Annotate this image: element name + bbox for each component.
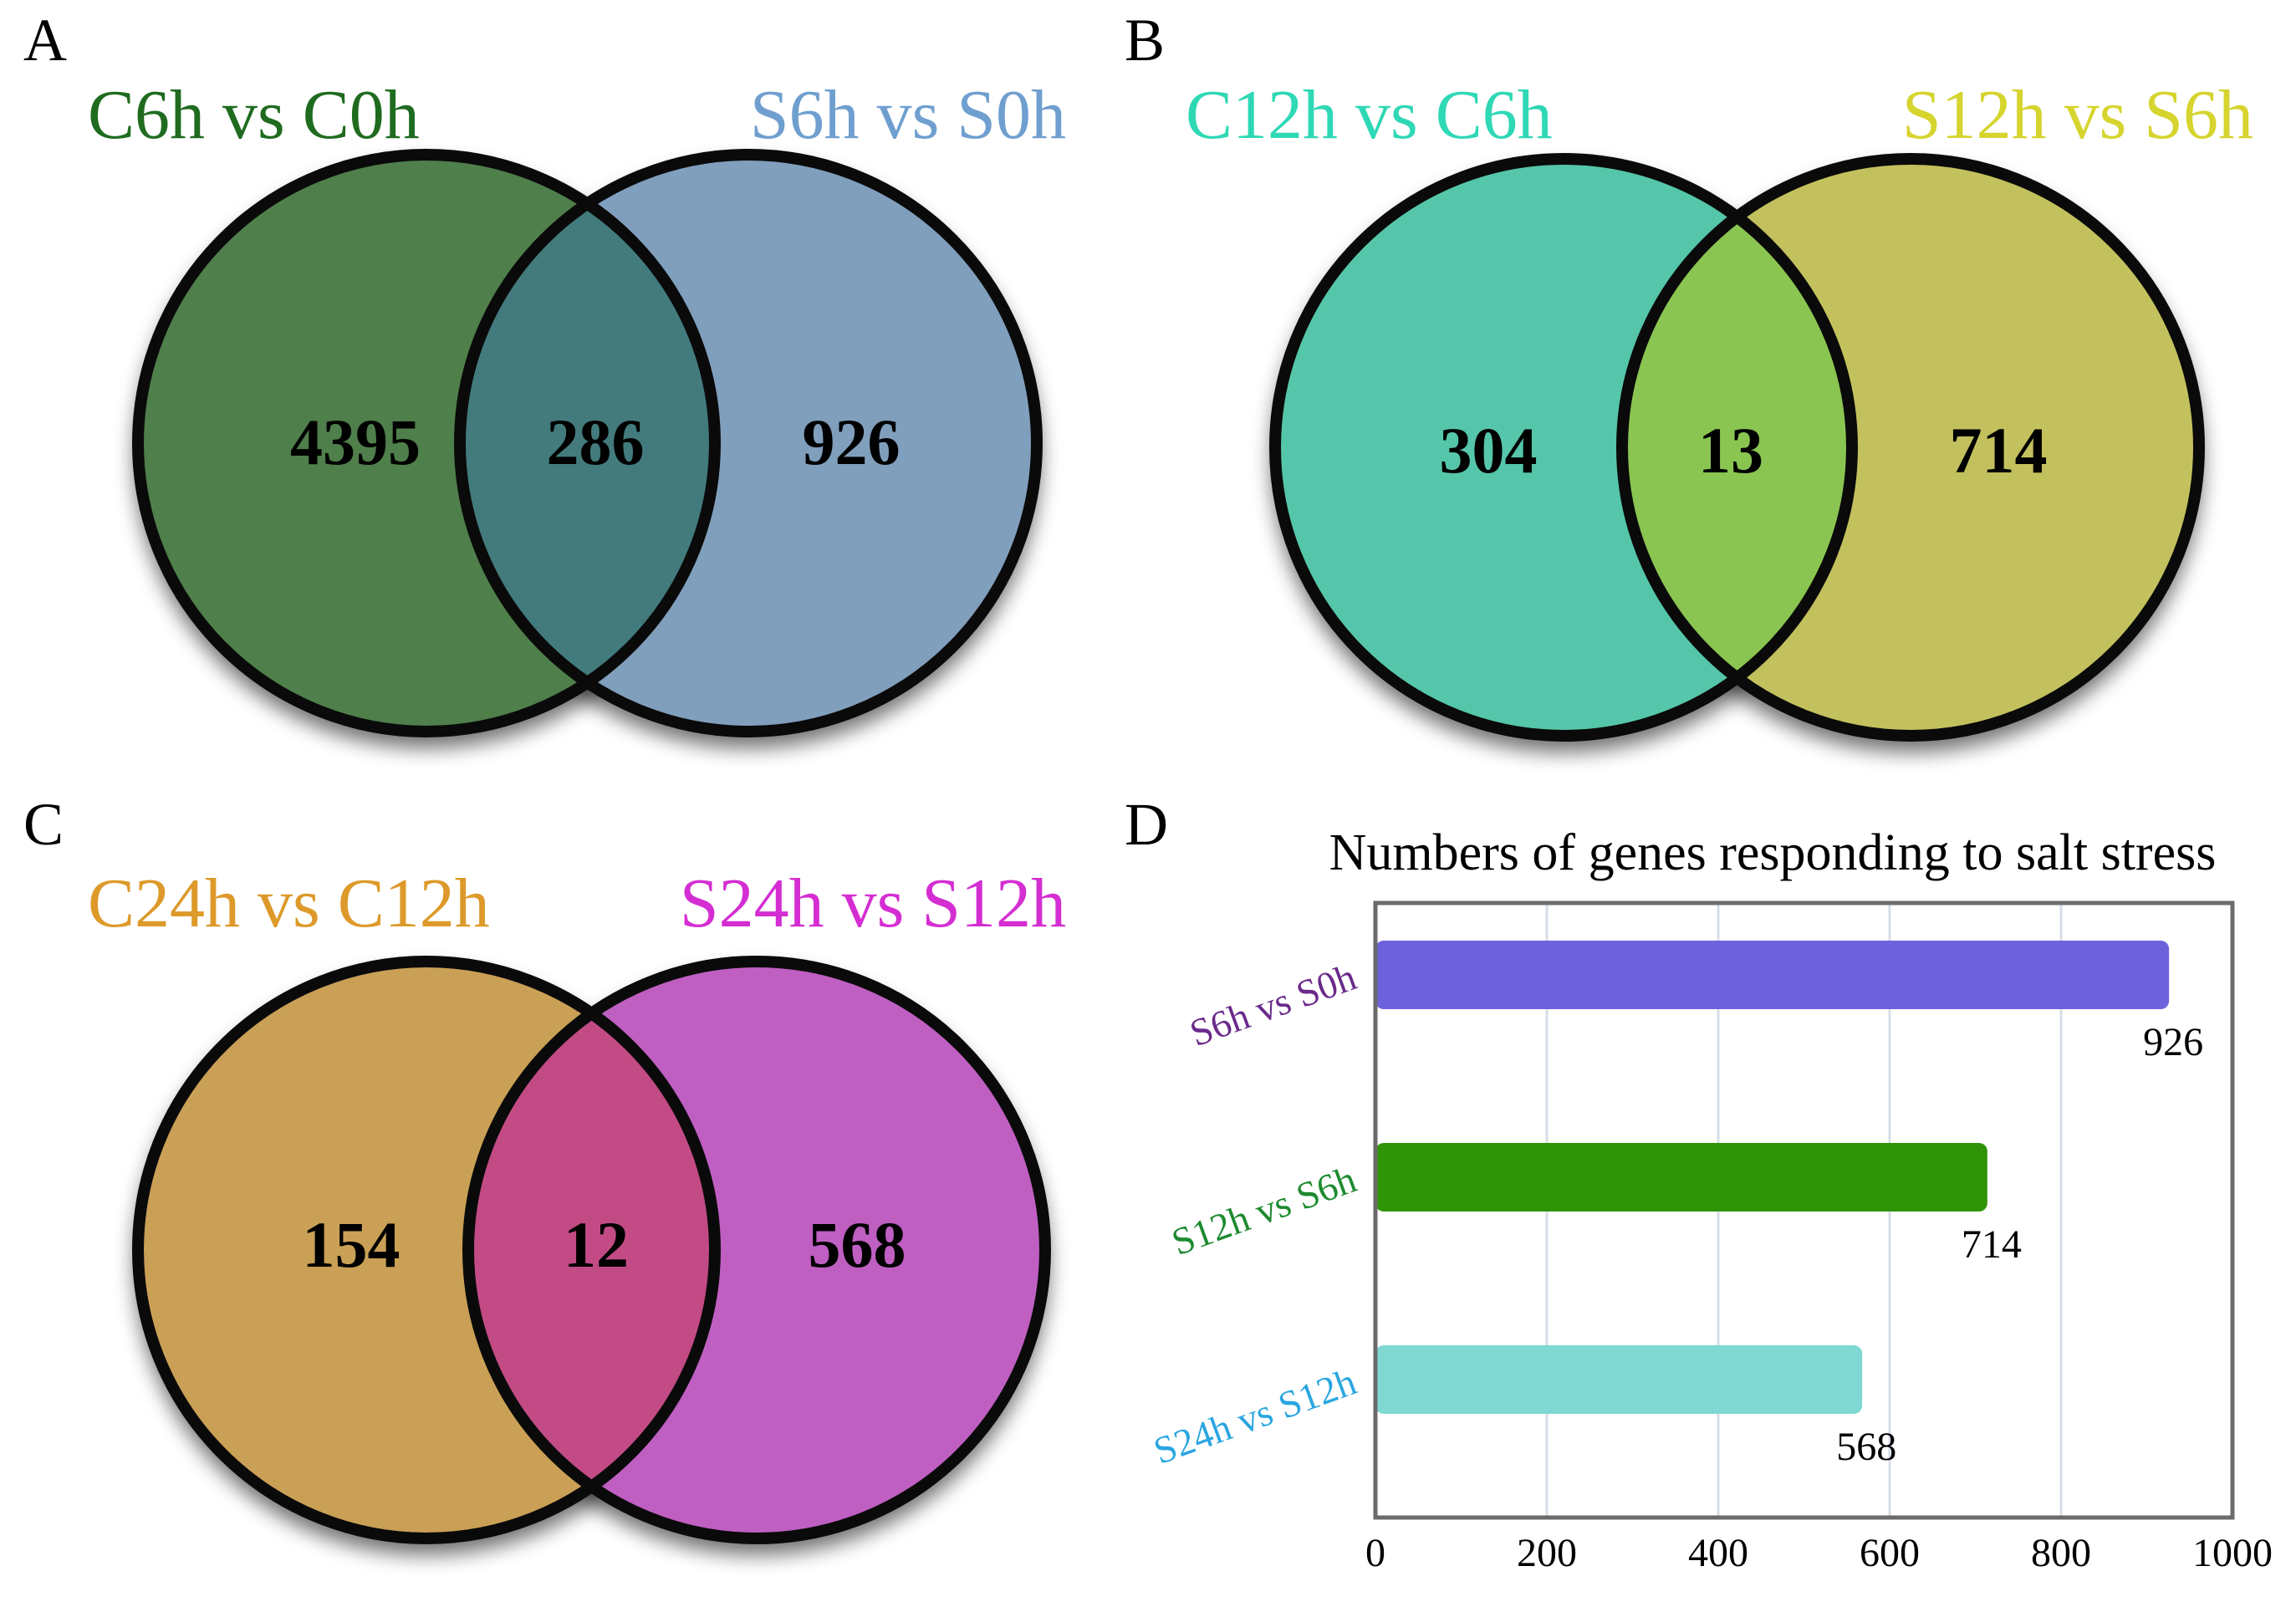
x-tick-label-400: 400	[1688, 1531, 1748, 1575]
y-category-label-1: S6h vs S0h	[1184, 955, 1361, 1054]
x-tick-label-200: 200	[1517, 1531, 1577, 1575]
x-tick-label-800: 800	[2031, 1531, 2091, 1575]
bar-1	[1375, 941, 2170, 1009]
panel-letter-c: C	[23, 791, 64, 858]
x-tick-label-0: 0	[1365, 1531, 1385, 1575]
bar-chart-x-axis: 0 200 400 600 800 1000	[1365, 1531, 2273, 1575]
venn-b-right-outline	[1616, 153, 2205, 742]
venn-b-left-title: C12h vs C6h	[1186, 76, 1553, 154]
venn-panel-c: C C24h vs C12h S24h vs S12h 154 12 568	[23, 791, 1066, 1555]
venn-c-right-count: 568	[809, 1208, 906, 1281]
venn-b-overlap	[1622, 159, 1852, 736]
panel-letter-a: A	[23, 7, 67, 74]
venn-b-left-count: 304	[1440, 414, 1538, 487]
venn-c-overlap-count: 12	[564, 1208, 629, 1281]
venn-c-right-outline	[462, 956, 1051, 1544]
bar-chart-panel: D Numbers of genes responding to salt st…	[1125, 791, 2273, 1575]
bar-2	[1375, 1143, 1987, 1212]
bar-value-label-1: 926	[2143, 1020, 2203, 1064]
venn-a-right-outline	[454, 149, 1043, 737]
x-tick-label-600: 600	[1860, 1531, 1920, 1575]
bar-chart-y-axis: S6h vs S0h S12h vs S6h S24h vs S12h	[1148, 955, 1361, 1472]
venn-b-right-count: 714	[1950, 414, 2048, 487]
venn-a-left-outline	[132, 149, 721, 737]
venn-a-right-count: 926	[803, 406, 901, 478]
bar-3	[1375, 1345, 1863, 1414]
venn-b-left-outline	[1269, 153, 1858, 742]
y-category-label-3: S24h vs S12h	[1148, 1359, 1361, 1472]
venn-panel-b: B C12h vs C6h S12h vs S6h 304 13 714	[1125, 7, 2253, 752]
venn-c-left-title: C24h vs C12h	[88, 865, 490, 942]
venn-c-overlap	[468, 962, 715, 1538]
venn-c-right-title: S24h vs S12h	[680, 865, 1066, 942]
x-tick-label-1000: 1000	[2192, 1531, 2273, 1575]
venn-a-right-title: S6h vs S0h	[750, 76, 1066, 154]
panel-letter-d: D	[1125, 791, 1168, 858]
panel-letter-b: B	[1125, 7, 1165, 74]
venn-c-left-outline	[132, 956, 721, 1544]
venn-b-right-title: S12h vs S6h	[1902, 76, 2253, 154]
bar-chart-bars: 926 714 568	[1375, 941, 2203, 1469]
venn-a-left-title: C6h vs C0h	[88, 76, 420, 154]
bar-value-label-3: 568	[1836, 1425, 1896, 1469]
venn-b-overlap-count: 13	[1698, 414, 1763, 487]
y-category-label-2: S12h vs S6h	[1166, 1157, 1362, 1263]
bar-value-label-2: 714	[1962, 1222, 2022, 1267]
bar-chart-title: Numbers of genes responding to salt stre…	[1329, 824, 2217, 881]
venn-a-left-count: 4395	[290, 406, 421, 478]
venn-a-overlap	[460, 155, 715, 732]
venn-a-overlap-count: 286	[547, 406, 645, 478]
venn-panel-a: A C6h vs C0h S6h vs S0h 4395 286 926	[23, 7, 1066, 748]
venn-c-left-count: 154	[303, 1208, 401, 1281]
bar-chart-plot-frame	[1373, 900, 2235, 1520]
